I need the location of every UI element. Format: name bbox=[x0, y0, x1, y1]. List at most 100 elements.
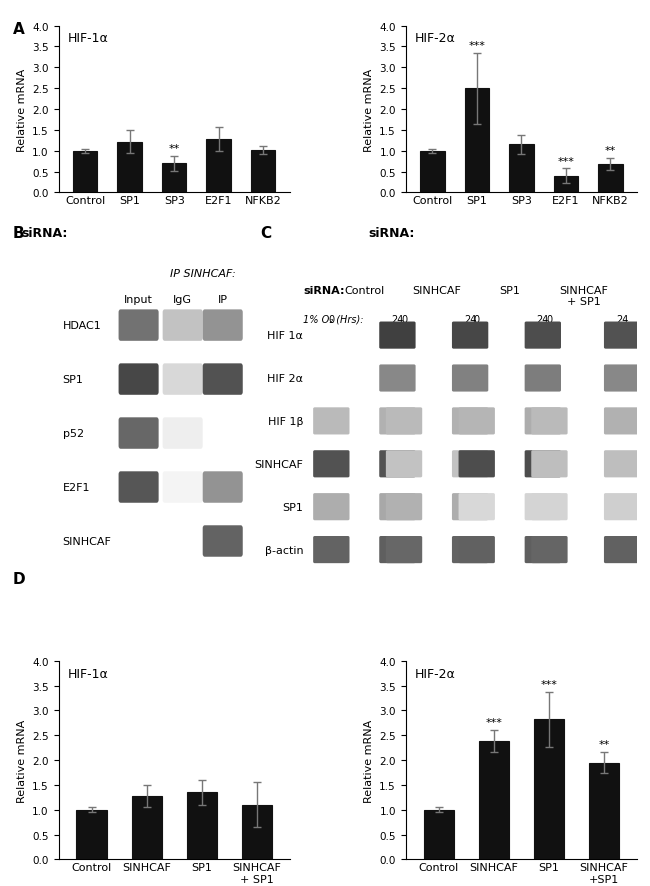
FancyBboxPatch shape bbox=[118, 310, 159, 341]
FancyBboxPatch shape bbox=[452, 494, 488, 521]
FancyBboxPatch shape bbox=[604, 536, 640, 563]
Text: HIF-2α: HIF-2α bbox=[415, 32, 456, 44]
FancyBboxPatch shape bbox=[379, 365, 415, 392]
Text: siRNA:: siRNA: bbox=[369, 227, 415, 239]
Text: p52: p52 bbox=[62, 429, 84, 439]
Bar bbox=[424, 810, 454, 859]
Text: IP SINHCAF:: IP SINHCAF: bbox=[170, 268, 235, 278]
FancyBboxPatch shape bbox=[452, 536, 488, 563]
Bar bbox=[207, 140, 231, 193]
FancyBboxPatch shape bbox=[203, 471, 242, 503]
Text: SINHCAF: SINHCAF bbox=[254, 459, 304, 470]
Bar bbox=[509, 145, 534, 193]
FancyBboxPatch shape bbox=[386, 494, 422, 521]
Text: HDAC1: HDAC1 bbox=[62, 321, 101, 330]
Bar bbox=[420, 152, 445, 193]
Text: SP1: SP1 bbox=[62, 375, 83, 385]
FancyBboxPatch shape bbox=[458, 536, 495, 563]
Text: IgG: IgG bbox=[173, 294, 192, 304]
FancyBboxPatch shape bbox=[118, 364, 159, 395]
Bar bbox=[162, 164, 187, 193]
Text: HIF-1α: HIF-1α bbox=[68, 667, 109, 680]
FancyBboxPatch shape bbox=[203, 364, 242, 395]
Text: 0: 0 bbox=[547, 315, 552, 324]
Text: 24: 24 bbox=[537, 315, 549, 324]
Text: HIF 1α: HIF 1α bbox=[267, 330, 304, 341]
Text: SINHCAF: SINHCAF bbox=[413, 285, 462, 296]
Text: SP1: SP1 bbox=[499, 285, 520, 296]
Text: ***: *** bbox=[486, 718, 502, 727]
Bar bbox=[554, 176, 578, 193]
FancyBboxPatch shape bbox=[379, 408, 415, 435]
Y-axis label: Relative mRNA: Relative mRNA bbox=[17, 68, 27, 152]
Text: ***: *** bbox=[540, 680, 557, 689]
Text: β-actin: β-actin bbox=[265, 545, 304, 555]
Bar bbox=[589, 763, 619, 859]
FancyBboxPatch shape bbox=[458, 408, 495, 435]
FancyBboxPatch shape bbox=[604, 365, 640, 392]
Text: ***: *** bbox=[557, 157, 574, 167]
FancyBboxPatch shape bbox=[531, 408, 567, 435]
Text: HIF 1β: HIF 1β bbox=[268, 416, 304, 426]
Bar bbox=[251, 151, 276, 193]
Text: HIF-2α: HIF-2α bbox=[415, 667, 456, 680]
Text: D: D bbox=[13, 571, 25, 587]
FancyBboxPatch shape bbox=[458, 494, 495, 521]
FancyBboxPatch shape bbox=[525, 451, 561, 478]
Text: siRNA:: siRNA: bbox=[304, 285, 344, 296]
FancyBboxPatch shape bbox=[118, 418, 159, 449]
FancyBboxPatch shape bbox=[604, 408, 640, 435]
FancyBboxPatch shape bbox=[452, 323, 488, 349]
Text: HIF 2α: HIF 2α bbox=[267, 374, 304, 384]
Bar bbox=[478, 742, 509, 859]
Text: SINHCAF
+ SP1: SINHCAF + SP1 bbox=[560, 285, 608, 307]
Text: 0: 0 bbox=[328, 315, 334, 324]
Text: C: C bbox=[260, 226, 271, 241]
Bar bbox=[242, 804, 272, 859]
Text: siRNA:: siRNA: bbox=[21, 227, 68, 239]
Bar bbox=[131, 796, 162, 859]
FancyBboxPatch shape bbox=[525, 536, 561, 563]
FancyBboxPatch shape bbox=[531, 536, 567, 563]
FancyBboxPatch shape bbox=[313, 408, 350, 435]
FancyBboxPatch shape bbox=[525, 408, 561, 435]
FancyBboxPatch shape bbox=[386, 451, 422, 478]
FancyBboxPatch shape bbox=[525, 323, 561, 349]
Text: SP1: SP1 bbox=[282, 502, 304, 512]
Text: **: ** bbox=[604, 146, 616, 156]
FancyBboxPatch shape bbox=[313, 536, 350, 563]
Text: 1% O₂ (Hrs):: 1% O₂ (Hrs): bbox=[304, 315, 364, 324]
FancyBboxPatch shape bbox=[604, 451, 640, 478]
FancyBboxPatch shape bbox=[604, 323, 640, 349]
Text: 0: 0 bbox=[401, 315, 407, 324]
Text: SINHCAF: SINHCAF bbox=[62, 536, 111, 547]
Bar bbox=[465, 89, 489, 193]
Text: 24: 24 bbox=[391, 315, 404, 324]
FancyBboxPatch shape bbox=[313, 451, 350, 478]
Text: ***: *** bbox=[469, 41, 486, 51]
Text: E2F1: E2F1 bbox=[62, 483, 90, 493]
Text: A: A bbox=[13, 22, 25, 37]
Bar bbox=[598, 165, 623, 193]
Y-axis label: Relative mRNA: Relative mRNA bbox=[364, 68, 374, 152]
Y-axis label: Relative mRNA: Relative mRNA bbox=[364, 719, 374, 802]
Text: IP: IP bbox=[218, 294, 227, 304]
FancyBboxPatch shape bbox=[162, 471, 203, 503]
Text: Control: Control bbox=[344, 285, 385, 296]
FancyBboxPatch shape bbox=[386, 408, 422, 435]
Text: 24: 24 bbox=[616, 315, 629, 324]
FancyBboxPatch shape bbox=[525, 365, 561, 392]
FancyBboxPatch shape bbox=[604, 494, 640, 521]
FancyBboxPatch shape bbox=[203, 525, 242, 557]
FancyBboxPatch shape bbox=[313, 494, 350, 521]
Bar bbox=[77, 810, 107, 859]
FancyBboxPatch shape bbox=[162, 310, 203, 341]
Text: 24: 24 bbox=[464, 315, 476, 324]
FancyBboxPatch shape bbox=[162, 364, 203, 395]
Text: **: ** bbox=[598, 739, 610, 749]
Text: **: ** bbox=[168, 144, 180, 154]
FancyBboxPatch shape bbox=[379, 536, 415, 563]
FancyBboxPatch shape bbox=[386, 536, 422, 563]
FancyBboxPatch shape bbox=[531, 451, 567, 478]
Bar bbox=[118, 143, 142, 193]
